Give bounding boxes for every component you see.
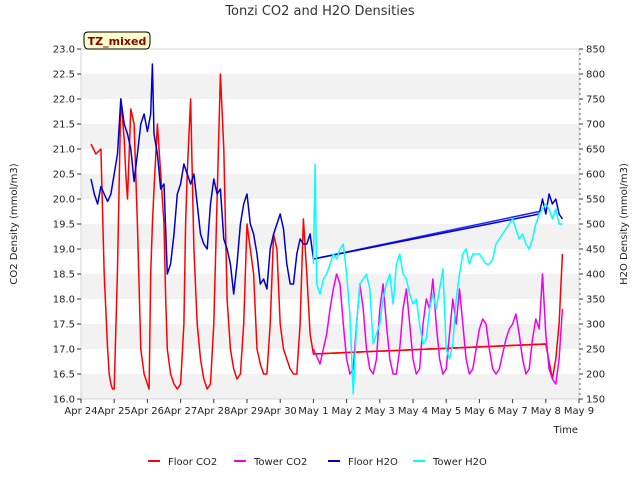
x-tick-label: May 9 xyxy=(564,406,594,417)
y-axis-left: 16.0 16.5 17.0 17.5 18.0 18.5 19.0 19.5 20.0 20.5… xyxy=(53,45,81,406)
x-tick-label: Apr 27 xyxy=(164,406,197,417)
y-right-tick-label: 300 xyxy=(586,320,605,331)
legend-label: Floor H2O xyxy=(348,457,398,468)
x-tick-label: May 3 xyxy=(365,406,395,417)
y-right-tick-label: 350 xyxy=(586,295,605,306)
y-left-tick-label: 16.0 xyxy=(53,395,75,406)
band xyxy=(81,124,579,149)
band xyxy=(81,324,579,349)
tz-badge: TZ_mixed xyxy=(83,31,151,50)
legend-label: Tower CO2 xyxy=(253,457,307,468)
series-tower-co2 xyxy=(312,273,564,385)
y-right-tick-label: 650 xyxy=(586,145,605,156)
band xyxy=(81,174,579,199)
band xyxy=(81,224,579,249)
x-axis-title: Time xyxy=(553,425,578,436)
y-left-tick-label: 18.0 xyxy=(53,295,75,306)
x-tick-label: May 7 xyxy=(497,406,527,417)
y-right-tick-label: 750 xyxy=(586,95,605,106)
x-tick-label: Apr 24 xyxy=(64,406,97,417)
y-axis-left-title: CO2 Density (mmol/m3) xyxy=(9,163,20,284)
x-axis: Apr 24 Apr 25 Apr 26 Apr 27 Apr 28 Apr 29 Apr … xyxy=(64,399,594,417)
y-right-tick-label: 600 xyxy=(586,170,605,181)
y-left-tick-label: 17.5 xyxy=(53,320,75,331)
band xyxy=(81,374,579,399)
y-left-tick-label: 21.0 xyxy=(53,145,75,156)
y-right-tick-label: 200 xyxy=(586,370,605,381)
x-tick-label: May 2 xyxy=(331,406,361,417)
band xyxy=(81,274,579,299)
band xyxy=(81,149,579,174)
y-left-tick-label: 22.0 xyxy=(53,95,75,106)
y-left-tick-label: 23.0 xyxy=(53,45,75,56)
x-tick-label: May 1 xyxy=(298,406,328,417)
y-left-tick-label: 17.0 xyxy=(53,345,75,356)
band xyxy=(81,74,579,99)
chart-title: Tonzi CO2 and H2O Densities xyxy=(224,4,415,19)
x-tick-label: May 5 xyxy=(431,406,461,417)
x-tick-label: Apr 28 xyxy=(197,406,230,417)
y-right-tick-label: 500 xyxy=(586,220,605,231)
series-floor-h2o xyxy=(90,63,564,295)
series-layer xyxy=(90,63,564,395)
y-left-tick-label: 20.0 xyxy=(53,195,75,206)
x-tick-label: May 8 xyxy=(531,406,561,417)
y-right-tick-label: 800 xyxy=(586,70,605,81)
series-floor-co2 xyxy=(90,73,564,390)
x-tick-label: Apr 30 xyxy=(264,406,297,417)
y-right-tick-label: 400 xyxy=(586,270,605,281)
band xyxy=(81,99,579,124)
band xyxy=(81,249,579,274)
tz-badge-label: TZ_mixed xyxy=(88,35,147,48)
y-axis-right-title: H2O Density (mmol/m3) xyxy=(619,163,630,285)
y-left-tick-label: 19.5 xyxy=(53,220,75,231)
y-right-tick-label: 550 xyxy=(586,195,605,206)
y-left-tick-label: 20.5 xyxy=(53,170,75,181)
legend-label: Floor CO2 xyxy=(168,457,217,468)
legend: Floor CO2 Tower CO2 Floor H2O Tower H2O xyxy=(148,457,487,468)
y-left-tick-label: 19.0 xyxy=(53,245,75,256)
x-tick-label: May 4 xyxy=(398,406,428,417)
x-tick-label: Apr 29 xyxy=(230,406,263,417)
y-left-tick-label: 16.5 xyxy=(53,370,75,381)
y-right-tick-label: 700 xyxy=(586,120,605,131)
y-right-tick-label: 450 xyxy=(586,245,605,256)
x-tick-label: Apr 25 xyxy=(98,406,131,417)
x-tick-label: Apr 26 xyxy=(131,406,164,417)
band xyxy=(81,49,579,74)
legend-label: Tower H2O xyxy=(432,457,487,468)
y-right-tick-label: 150 xyxy=(586,395,605,406)
y-left-tick-label: 18.5 xyxy=(53,270,75,281)
y-left-tick-label: 21.5 xyxy=(53,120,75,131)
x-tick-label: May 6 xyxy=(464,406,494,417)
y-left-tick-label: 22.5 xyxy=(53,70,75,81)
y-right-tick-label: 850 xyxy=(586,45,605,56)
y-right-tick-label: 250 xyxy=(586,345,605,356)
y-axis-right: 150 200 250 300 350 400 450 500 550 600 650 700 750 8… xyxy=(579,45,605,406)
series-tower-h2o xyxy=(312,163,563,395)
